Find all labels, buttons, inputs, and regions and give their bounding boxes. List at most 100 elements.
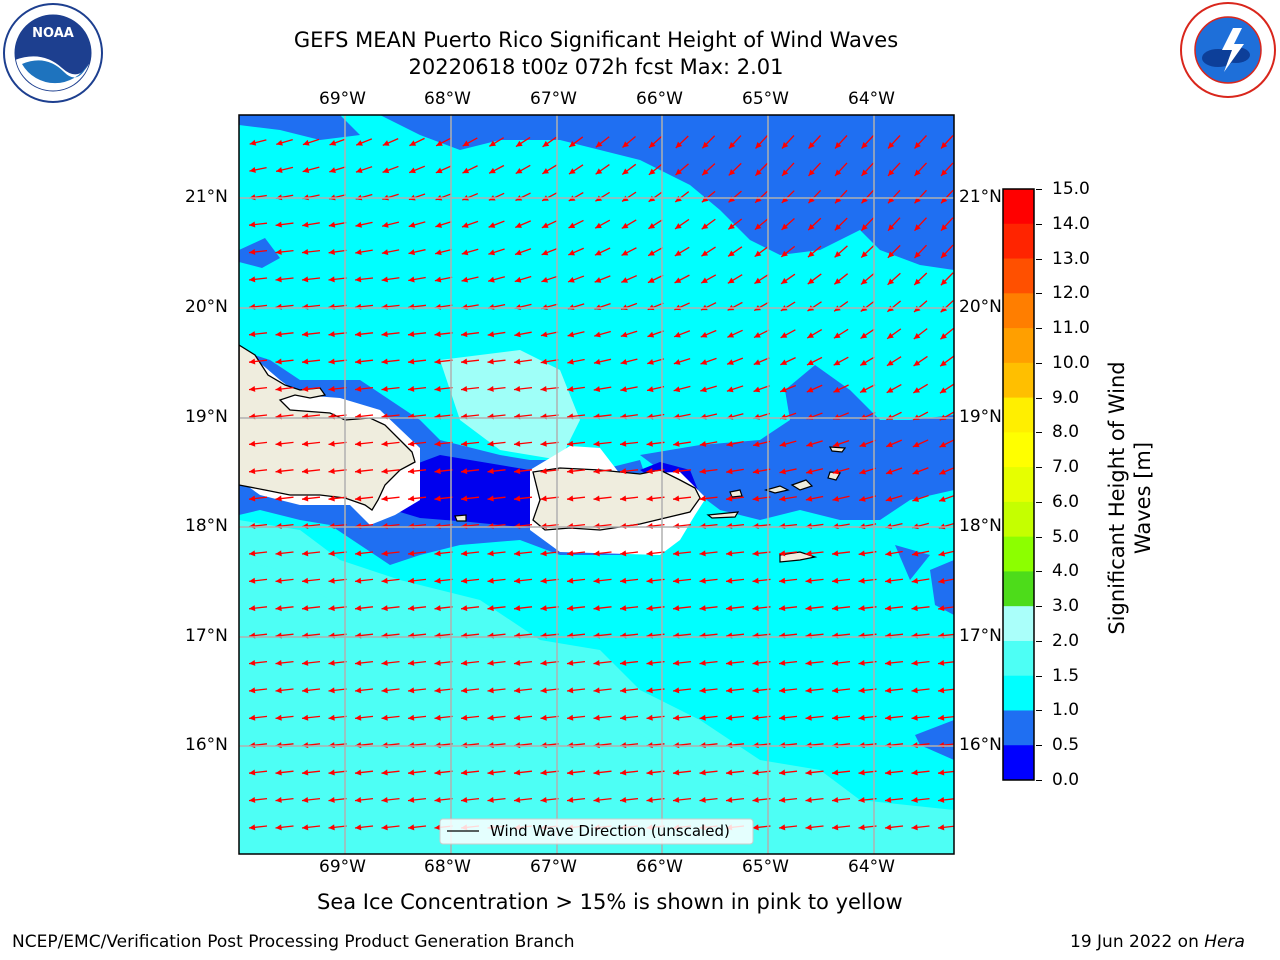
wind-arrow-head — [702, 141, 709, 149]
wind-arrow-head — [701, 250, 709, 257]
wind-arrow-head — [275, 495, 282, 502]
footer-date-host: 19 Jun 2022 on Hera — [1070, 932, 1245, 952]
lon-label-top-66w: 66°W — [636, 89, 683, 109]
wind-arrow-head — [755, 169, 762, 176]
wind-arrow-head — [275, 659, 282, 666]
wind-arrow-head — [275, 221, 282, 228]
wind-arrow-head — [832, 441, 840, 448]
wind-arrow-head — [807, 359, 814, 365]
wind-arrow-head — [832, 550, 839, 557]
colorbar-label: Significant Height of Wind Waves [m] — [1105, 361, 1155, 635]
wind-arrow-head — [779, 441, 787, 447]
wind-arrow-head — [620, 358, 628, 365]
wind-arrow-head — [514, 577, 521, 584]
wind-arrow-head — [938, 550, 946, 557]
wind-arrow-head — [647, 331, 655, 338]
wind-arrow-head — [780, 332, 788, 338]
wind-arrow-head — [567, 468, 574, 475]
wind-arrow-head — [540, 440, 547, 447]
wind-arrow-head — [434, 659, 441, 666]
wind-arrow-head — [488, 276, 495, 283]
wind-arrow-head — [620, 386, 627, 393]
wind-arrow-head — [807, 278, 815, 285]
vieques-island — [706, 511, 740, 519]
wind-arrow-head — [701, 277, 708, 284]
lat-label-left-19n: 19°N — [185, 407, 228, 427]
lon-label-top-69w: 69°W — [319, 89, 366, 109]
wind-arrow-head — [673, 495, 680, 502]
wind-arrow-head — [568, 222, 576, 228]
wind-arrow-head — [782, 169, 789, 176]
wind-arrow-head — [567, 769, 574, 776]
colorbar-tick-label: 2.0 — [1052, 630, 1080, 651]
lon-label-top-68w: 68°W — [424, 89, 471, 109]
wind-arrow-head — [275, 550, 282, 557]
wind-arrow-head — [434, 331, 441, 338]
colorbar-tick-mark — [1036, 640, 1042, 642]
wind-arrow-head — [249, 796, 256, 803]
wind-arrow-head — [888, 142, 895, 149]
wind-arrow-head — [382, 167, 390, 174]
colorbar-segment — [1003, 571, 1034, 607]
wind-arrow-head — [779, 796, 786, 803]
wind-arrow-head — [487, 577, 494, 584]
wind-arrow-head — [673, 440, 680, 447]
wind-arrow-head — [434, 605, 441, 612]
wind-arrow-head — [673, 769, 680, 776]
wave-field-deep-blue — [400, 455, 530, 528]
wind-arrow-head — [355, 331, 362, 338]
wind-arrow-head — [382, 140, 390, 146]
wind-arrow-head — [648, 168, 656, 175]
wind-arrow-head — [807, 332, 814, 339]
wind-arrow-head — [699, 440, 707, 447]
wind-arrow-head — [302, 331, 309, 338]
wind-arrow-head — [302, 385, 309, 392]
wind-arrow-head — [860, 278, 868, 285]
wind-arrow-head — [328, 714, 335, 721]
wind-arrow-head — [541, 249, 549, 256]
wave-field-blue-se3 — [915, 720, 954, 760]
wind-arrow-head — [434, 824, 441, 831]
wind-arrow-head — [673, 687, 680, 694]
wind-arrow-head — [276, 167, 283, 173]
wind-arrow-head — [911, 687, 918, 694]
wind-arrow-head — [434, 550, 441, 557]
wind-arrow-head — [834, 251, 842, 258]
wind-arrow-head — [752, 824, 759, 831]
wind-arrow-head — [540, 577, 547, 584]
wind-arrow-head — [673, 714, 680, 721]
wind-arrow-head — [885, 687, 892, 694]
wind-arrow-head — [355, 249, 362, 256]
wind-arrow-head — [434, 687, 441, 694]
wind-arrow-head — [674, 277, 682, 283]
wind-arrow-head — [329, 167, 336, 174]
wind-arrow-head — [699, 468, 706, 475]
lat-label-right-17n: 17°N — [959, 626, 1002, 646]
wind-arrow-head — [408, 222, 416, 228]
wind-arrow-head — [541, 222, 549, 228]
wind-arrow-head — [885, 659, 892, 666]
wind-arrow-head — [752, 714, 759, 721]
wind-arrow-head — [249, 358, 256, 365]
wind-arrow-head — [461, 385, 468, 392]
wind-arrow-head — [885, 714, 892, 721]
colorbar-tick-label: 3.0 — [1052, 596, 1080, 617]
wind-arrow-head — [940, 333, 947, 340]
wind-arrow-head — [328, 468, 335, 475]
wind-arrow-head — [914, 169, 921, 176]
wind-arrow-head — [593, 769, 600, 776]
wind-arrow-head — [249, 440, 256, 447]
lon-label-bottom-64w: 64°W — [848, 857, 895, 877]
wind-arrow-head — [646, 550, 653, 557]
wind-arrow-head — [673, 605, 680, 612]
colorbar-tick-label: 13.0 — [1052, 248, 1090, 269]
wind-arrow-head — [328, 769, 335, 776]
wind-arrow-head — [381, 440, 388, 447]
wind-arrow-head — [806, 468, 813, 475]
wind-arrow-head — [938, 605, 945, 612]
colorbar-segment — [1003, 536, 1034, 572]
wind-arrow-head — [381, 468, 388, 475]
lat-label-right-19n: 19°N — [959, 407, 1002, 427]
mona-island — [454, 514, 467, 522]
wind-arrow-head — [753, 359, 761, 365]
